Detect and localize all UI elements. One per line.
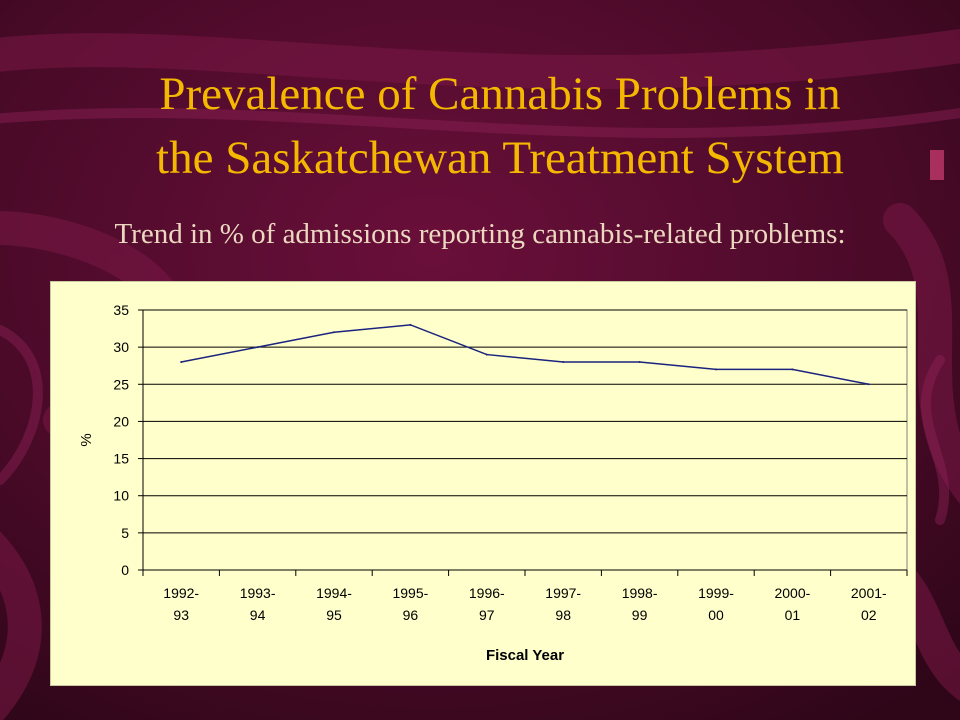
x-axis-title: Fiscal Year	[486, 647, 564, 664]
data-point	[256, 346, 259, 349]
y-tick-label: 20	[113, 413, 129, 429]
y-tick-label: 10	[113, 488, 129, 504]
y-tick-label: 30	[113, 339, 129, 355]
data-point	[867, 383, 870, 386]
data-point	[409, 323, 412, 326]
x-tick-label: 1992-93	[163, 585, 199, 623]
x-tick-label: 1993-94	[240, 585, 276, 623]
x-tick-label: 2001-02	[851, 585, 887, 623]
x-tick-label: 1995-96	[392, 585, 428, 623]
series-line	[181, 324, 869, 386]
y-tick-label: 15	[113, 451, 129, 467]
y-axis-title: %	[78, 433, 95, 446]
data-point	[562, 361, 565, 363]
x-tick-label: 1998-99	[622, 585, 658, 623]
data-point	[715, 368, 717, 371]
x-tick-label: 1996-97	[469, 585, 505, 623]
y-tick-label: 5	[121, 525, 129, 541]
y-tick-label: 0	[121, 562, 129, 578]
line-chart: 0 5 10 15 20 25 30 35 1992-93 1993-94 1994-95 1995-…	[78, 302, 908, 664]
data-point	[791, 368, 794, 371]
x-tick-label: 1999-00	[698, 585, 734, 623]
slide-title-line-1: Prevalence of Cannabis Problems in	[159, 68, 841, 120]
chart-container: 0 5 10 15 20 25 30 35 1992-93 1993-94 1994-95 1995-…	[50, 281, 916, 686]
data-point	[638, 361, 641, 363]
y-tick-label: 25	[113, 376, 129, 392]
title-accent-bar	[930, 150, 944, 180]
slide-subtitle: Trend in % of admissions reporting canna…	[114, 218, 846, 250]
data-point	[485, 353, 488, 356]
x-tick-label: 2000-01	[774, 585, 810, 623]
data-point	[333, 331, 335, 334]
data-point	[180, 361, 183, 363]
x-tick-label: 1994-95	[316, 585, 352, 623]
y-tick-label: 35	[113, 302, 129, 318]
slide-title-line-2: the Saskatchewan Treatment System	[156, 132, 844, 184]
slide-title: Prevalence of Cannabis Problems in the S…	[40, 62, 960, 190]
x-tick-label: 1997-98	[545, 585, 581, 623]
plot-area	[142, 309, 908, 571]
